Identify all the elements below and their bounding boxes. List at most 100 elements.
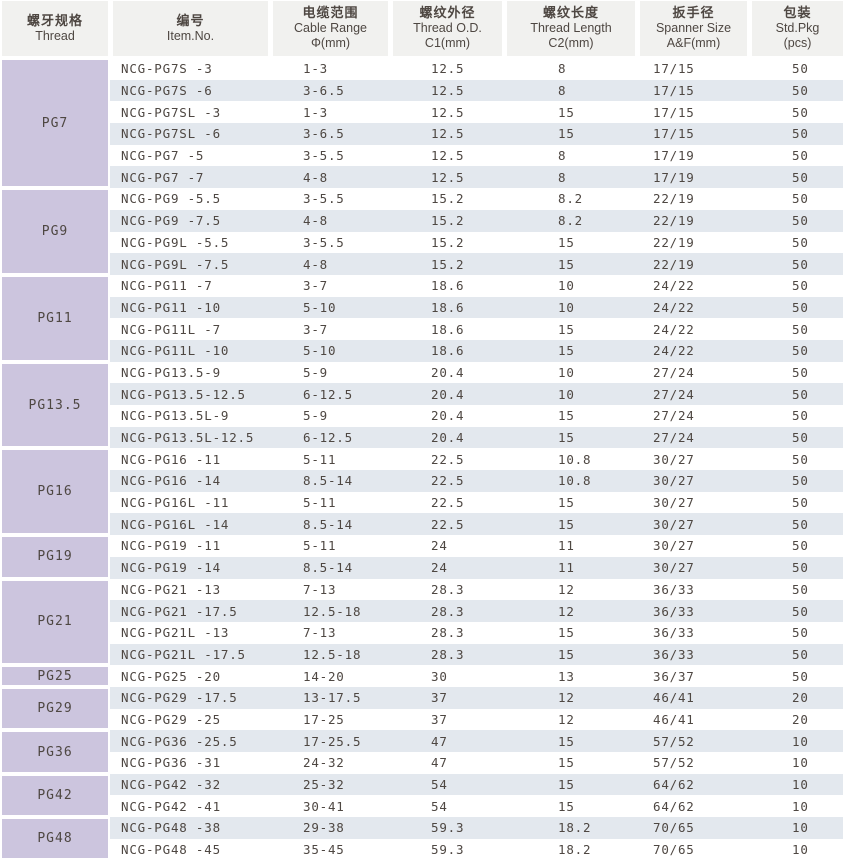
table-row: NCG-PG13.5L-9 5-9 20.4 15 27/24 50 — [110, 405, 843, 427]
table-row: NCG-PG21L -17.5 12.5-18 28.3 15 36/33 50 — [110, 643, 843, 666]
spanner-size-cell: 57/52 — [653, 755, 695, 771]
thread-od-cell: 15.2 — [431, 234, 465, 250]
cable-range-cell: 8.5-14 — [303, 516, 353, 532]
item-no-cell: NCG-PG7S -3 — [121, 61, 213, 77]
std-pkg-cell: 50 — [792, 61, 809, 77]
thread-length-cell: 11 — [558, 560, 575, 576]
thread-od-cell: 54 — [431, 798, 448, 814]
thread-length-cell: 15 — [558, 104, 575, 120]
cable-range-cell: 5-11 — [303, 451, 337, 467]
thread-od-cell: 20.4 — [431, 430, 465, 446]
column-header-cable-range: 电缆范围 Cable Range Φ(mm) — [273, 1, 388, 56]
std-pkg-cell: 50 — [792, 191, 809, 207]
thread-spec-cell: PG36 — [2, 732, 108, 772]
cable-range-cell: 3-6.5 — [303, 126, 345, 142]
item-no-cell: NCG-PG7 -5 — [121, 148, 205, 164]
thread-od-cell: 37 — [431, 711, 448, 727]
spanner-size-cell: 46/41 — [653, 690, 695, 706]
thread-od-cell: 18.6 — [431, 343, 465, 359]
std-pkg-cell: 50 — [792, 364, 809, 380]
cable-range-cell: 35-45 — [303, 842, 345, 858]
spanner-size-cell: 22/19 — [653, 191, 695, 207]
thread-od-cell: 15.2 — [431, 213, 465, 229]
thread-length-cell: 10.8 — [558, 473, 592, 489]
thread-spec-cell: PG13.5 — [2, 363, 108, 447]
column-header-thread-length-en-label: Thread Length — [530, 21, 612, 36]
thread-length-cell: 15 — [558, 321, 575, 337]
thread-length-cell: 11 — [558, 538, 575, 554]
item-no-cell: NCG-PG11L -10 — [121, 343, 230, 359]
std-pkg-cell: 50 — [792, 581, 809, 597]
thread-spec-cell: PG29 — [2, 688, 108, 729]
thread-od-cell: 28.3 — [431, 625, 465, 641]
thread-od-cell: 22.5 — [431, 473, 465, 489]
thread-length-cell: 15 — [558, 126, 575, 142]
thread-length-cell: 15 — [558, 256, 575, 272]
group-pg21: PG21 NCG-PG21 -13 7-13 28.3 12 36/33 50 NCG-PG2… — [0, 579, 843, 666]
std-pkg-cell: 50 — [792, 430, 809, 446]
thread-spec-cell: PG21 — [2, 580, 108, 664]
spanner-size-cell: 27/24 — [653, 430, 695, 446]
cable-range-cell: 5-10 — [303, 299, 337, 315]
std-pkg-cell: 50 — [792, 386, 809, 402]
thread-od-cell: 37 — [431, 690, 448, 706]
table-row: NCG-PG9 -5.5 3-5.5 15.2 8.2 22/19 50 — [110, 188, 843, 210]
std-pkg-cell: 50 — [792, 104, 809, 120]
spanner-size-cell: 30/27 — [653, 538, 695, 554]
column-header-cable-range-zh-label: 电缆范围 — [302, 5, 359, 21]
thread-od-cell: 12.5 — [431, 104, 465, 120]
spanner-size-cell: 30/27 — [653, 451, 695, 467]
spanner-size-cell: 64/62 — [653, 777, 695, 793]
thread-od-cell: 12.5 — [431, 169, 465, 185]
item-no-cell: NCG-PG13.5L-9 — [121, 408, 230, 424]
thread-od-cell: 12.5 — [431, 148, 465, 164]
item-no-cell: NCG-PG9L -5.5 — [121, 234, 230, 250]
cable-range-cell: 3-7 — [303, 321, 328, 337]
item-no-cell: NCG-PG13.5-12.5 — [121, 386, 246, 402]
thread-length-cell: 15 — [558, 430, 575, 446]
std-pkg-cell: 10 — [792, 842, 809, 858]
cable-range-cell: 29-38 — [303, 820, 345, 836]
table-row: NCG-PG11L -7 3-7 18.6 15 24/22 50 — [110, 318, 843, 340]
group-rows: NCG-PG36 -25.5 17-25.5 47 15 57/52 10 NCG-PG36… — [110, 730, 843, 773]
group-pg29: PG29 NCG-PG29 -17.5 13-17.5 37 12 46/41 20 NCG-… — [0, 686, 843, 730]
thread-length-cell: 8 — [558, 83, 567, 99]
item-no-cell: NCG-PG25 -20 — [121, 668, 221, 684]
spanner-size-cell: 24/22 — [653, 299, 695, 315]
thread-spec-cell: PG48 — [2, 819, 108, 859]
item-no-cell: NCG-PG29 -25 — [121, 711, 221, 727]
thread-od-cell: 12.5 — [431, 61, 465, 77]
thread-length-cell: 10 — [558, 299, 575, 315]
thread-length-cell: 15 — [558, 777, 575, 793]
std-pkg-cell: 50 — [792, 646, 809, 662]
table-row: NCG-PG21 -17.5 12.5-18 28.3 12 36/33 50 — [110, 600, 843, 622]
table-row: NCG-PG13.5-9 5-9 20.4 10 27/24 50 — [110, 362, 843, 384]
thread-od-cell: 22.5 — [431, 495, 465, 511]
std-pkg-cell: 50 — [792, 213, 809, 229]
thread-spec-cell: PG11 — [2, 276, 108, 360]
cable-range-cell: 1-3 — [303, 104, 328, 120]
thread-od-cell: 18.6 — [431, 299, 465, 315]
item-no-cell: NCG-PG7S -6 — [121, 83, 213, 99]
thread-spec-cell: PG42 — [2, 775, 108, 816]
thread-od-cell: 59.3 — [431, 842, 465, 858]
thread-spec-cell: PG25 — [2, 667, 108, 685]
group-rows: NCG-PG42 -32 25-32 54 15 64/62 10 NCG-PG42 -41… — [110, 773, 843, 817]
item-no-cell: NCG-PG16 -11 — [121, 451, 221, 467]
spanner-size-cell: 36/33 — [653, 603, 695, 619]
column-header-spanner-size: 扳手径 Spanner Size A&F(mm) — [640, 1, 747, 56]
column-header-std-pkg-en-label: Std.Pkg — [775, 21, 820, 36]
thread-length-cell: 12 — [558, 690, 575, 706]
group-rows: NCG-PG11 -7 3-7 18.6 10 24/22 50 NCG-PG11 -10 5… — [110, 275, 843, 362]
column-header-thread-od: 螺纹外径 Thread O.D. C1(mm) — [393, 1, 502, 56]
table-row: NCG-PG7S -3 1-3 12.5 8 17/15 50 — [110, 58, 843, 80]
thread-od-cell: 18.6 — [431, 321, 465, 337]
thread-od-cell: 28.3 — [431, 603, 465, 619]
thread-length-cell: 15 — [558, 733, 575, 749]
item-no-cell: NCG-PG36 -31 — [121, 755, 221, 771]
thread-length-cell: 10 — [558, 364, 575, 380]
thread-od-cell: 24 — [431, 538, 448, 554]
item-no-cell: NCG-PG42 -32 — [121, 777, 221, 793]
std-pkg-cell: 50 — [792, 625, 809, 641]
